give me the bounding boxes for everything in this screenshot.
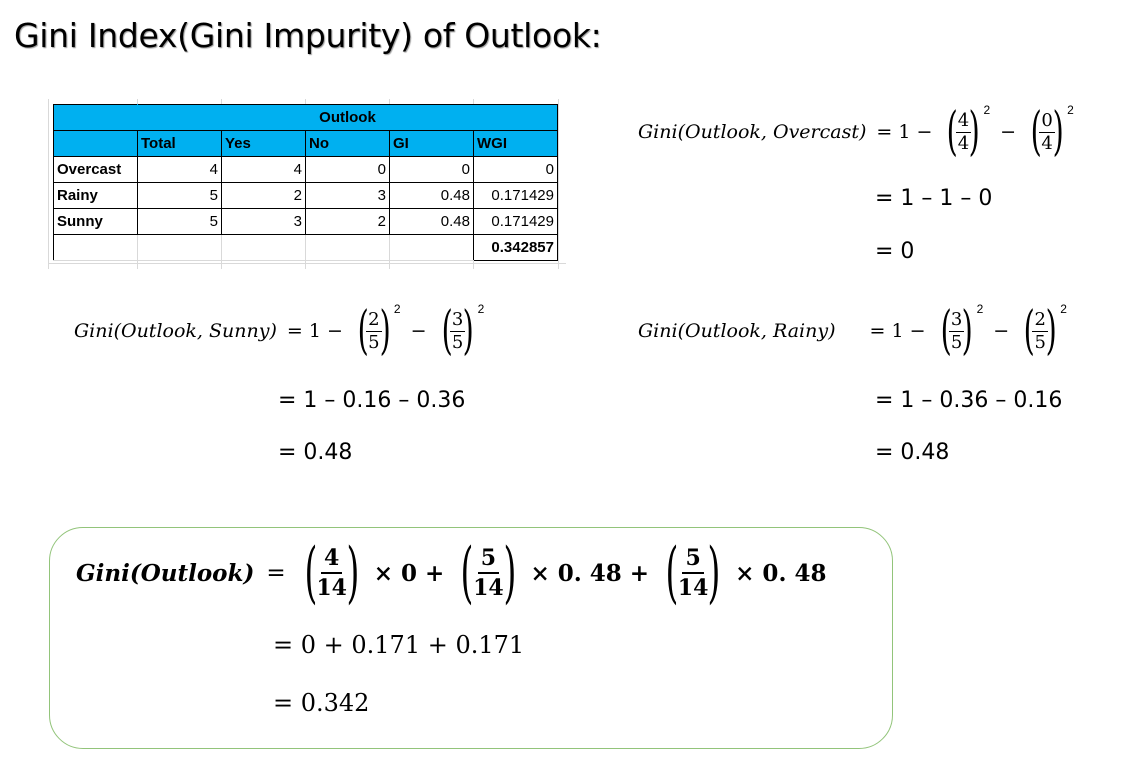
cell-gi: 0	[389, 156, 474, 183]
fn-name: Gini	[638, 121, 678, 143]
col-header-yes: Yes	[221, 130, 306, 157]
overcast-step-2: = 0	[875, 239, 915, 264]
result-equals: =	[266, 560, 286, 586]
table-row: Overcast 4 4 0 0 0	[53, 156, 558, 183]
equation-sunny: Gini (Outlook, Sunny) = 1 − (2 5) 2 − (3 5)…	[74, 301, 485, 361]
denominator: 14	[473, 575, 504, 601]
row-label: Overcast	[53, 156, 138, 183]
equals-one-minus: = 1 −	[876, 121, 933, 143]
cell-wgi: 0	[473, 156, 558, 183]
cell-total: 4	[137, 156, 222, 183]
group-header: Outlook	[137, 104, 558, 131]
exponent: 2	[477, 302, 485, 316]
fn-args: (Outlook, Sunny)	[113, 320, 277, 342]
cell-gi: 0.48	[389, 208, 474, 235]
equation-rainy: Gini (Outlook, Rainy) = 1 − (3 5) 2 − (2 5)…	[638, 301, 1067, 361]
cell-yes: 2	[221, 182, 306, 209]
result-step-1: = 0 + 0.171 + 0.171	[273, 631, 525, 659]
numerator: 4	[955, 109, 972, 133]
cell-gi: 0.48	[389, 182, 474, 209]
fn-args: (Outlook, Rainy)	[677, 320, 836, 342]
fn-args: (Outlook, Overcast)	[677, 121, 867, 143]
weight-term-1: (4 14)	[304, 534, 360, 611]
col-header-blank	[53, 130, 138, 157]
equals-one-minus: = 1 −	[869, 320, 926, 342]
fraction-term: (2 5)	[357, 301, 391, 361]
col-header-wgi: WGI	[473, 130, 558, 157]
cell-no: 0	[305, 156, 390, 183]
numerator: 0	[1039, 109, 1055, 133]
denominator: 4	[1041, 132, 1053, 154]
fraction-term: (4 4)	[946, 102, 980, 162]
numerator: 2	[1032, 308, 1048, 332]
result-lhs: Gini(Outlook)	[76, 559, 255, 587]
cell-yes: 4	[221, 156, 306, 183]
fraction-term: (3 5)	[441, 301, 475, 361]
sunny-step-2: = 0.48	[278, 440, 353, 465]
exponent: 2	[1067, 103, 1074, 117]
exponent: 2	[393, 302, 401, 316]
result-step-2: = 0.342	[273, 689, 370, 717]
equation-total-gini: Gini(Outlook) = (4 14) × 0 + (5 14) × 0. 4…	[76, 540, 826, 606]
fraction-term: (0 4)	[1030, 102, 1064, 162]
fraction-term: (2 5)	[1023, 301, 1057, 361]
rainy-step-2: = 0.48	[875, 440, 950, 465]
cell-wgi: 0.171429	[473, 208, 558, 235]
multiplier-1: × 0 +	[373, 559, 445, 587]
page-title: Gini Index(Gini Impurity) of Outlook:	[14, 16, 602, 55]
col-header-no: No	[305, 130, 390, 157]
weight-term-3: (5 14)	[665, 534, 721, 611]
exponent: 2	[983, 103, 991, 117]
cell-wgi-sum: 0.342857	[473, 234, 558, 261]
denominator: 5	[1034, 331, 1046, 353]
cell-total: 5	[137, 182, 222, 209]
result-box	[49, 527, 893, 749]
equation-overcast: Gini (Outlook, Overcast) = 1 − (4 4) 2 − (…	[638, 102, 1074, 162]
overcast-step-1: = 1 – 1 – 0	[875, 186, 993, 211]
denominator: 5	[451, 331, 464, 353]
minus-sign: −	[1000, 121, 1017, 143]
weight-term-2: (5 14)	[460, 534, 516, 611]
row-label: Rainy	[53, 182, 138, 209]
multiplier-3: × 0. 48	[735, 559, 827, 587]
outlook-data-table: Outlook Total Yes No GI WGI Overcast 4 4…	[53, 104, 558, 261]
table-row: Sunny 5 3 2 0.48 0.171429	[53, 208, 558, 235]
numerator: 4	[321, 547, 343, 574]
row-label: Sunny	[53, 208, 138, 235]
col-header-gi: GI	[389, 130, 474, 157]
multiplier-2: × 0. 48 +	[530, 559, 650, 587]
exponent: 2	[1060, 302, 1067, 316]
cell-total: 5	[137, 208, 222, 235]
fraction-term: (3 5)	[940, 301, 974, 361]
cell-no: 2	[305, 208, 390, 235]
denominator: 5	[950, 331, 963, 353]
fn-name: Gini	[74, 320, 114, 342]
cell-no: 3	[305, 182, 390, 209]
minus-sign: −	[410, 320, 427, 342]
denominator: 14	[677, 575, 709, 601]
minus-sign: −	[993, 320, 1010, 342]
fn-name: Gini	[638, 320, 678, 342]
numerator: 3	[948, 308, 965, 332]
sunny-step-1: = 1 – 0.16 – 0.36	[278, 388, 466, 413]
table-row: Rainy 5 2 3 0.48 0.171429	[53, 182, 558, 209]
cell-wgi: 0.171429	[473, 182, 558, 209]
numerator: 3	[449, 308, 466, 332]
exponent: 2	[976, 302, 984, 316]
numerator: 5	[682, 547, 704, 574]
denominator: 14	[316, 575, 347, 601]
rainy-step-1: = 1 – 0.36 – 0.16	[875, 388, 1063, 413]
denominator: 5	[368, 331, 380, 353]
col-header-total: Total	[137, 130, 222, 157]
cell-yes: 3	[221, 208, 306, 235]
numerator: 5	[477, 547, 500, 574]
denominator: 4	[957, 132, 970, 154]
equals-one-minus: = 1 −	[286, 320, 343, 342]
numerator: 2	[366, 308, 382, 332]
outlook-table: Outlook Total Yes No GI WGI Overcast 4 4…	[48, 99, 566, 269]
